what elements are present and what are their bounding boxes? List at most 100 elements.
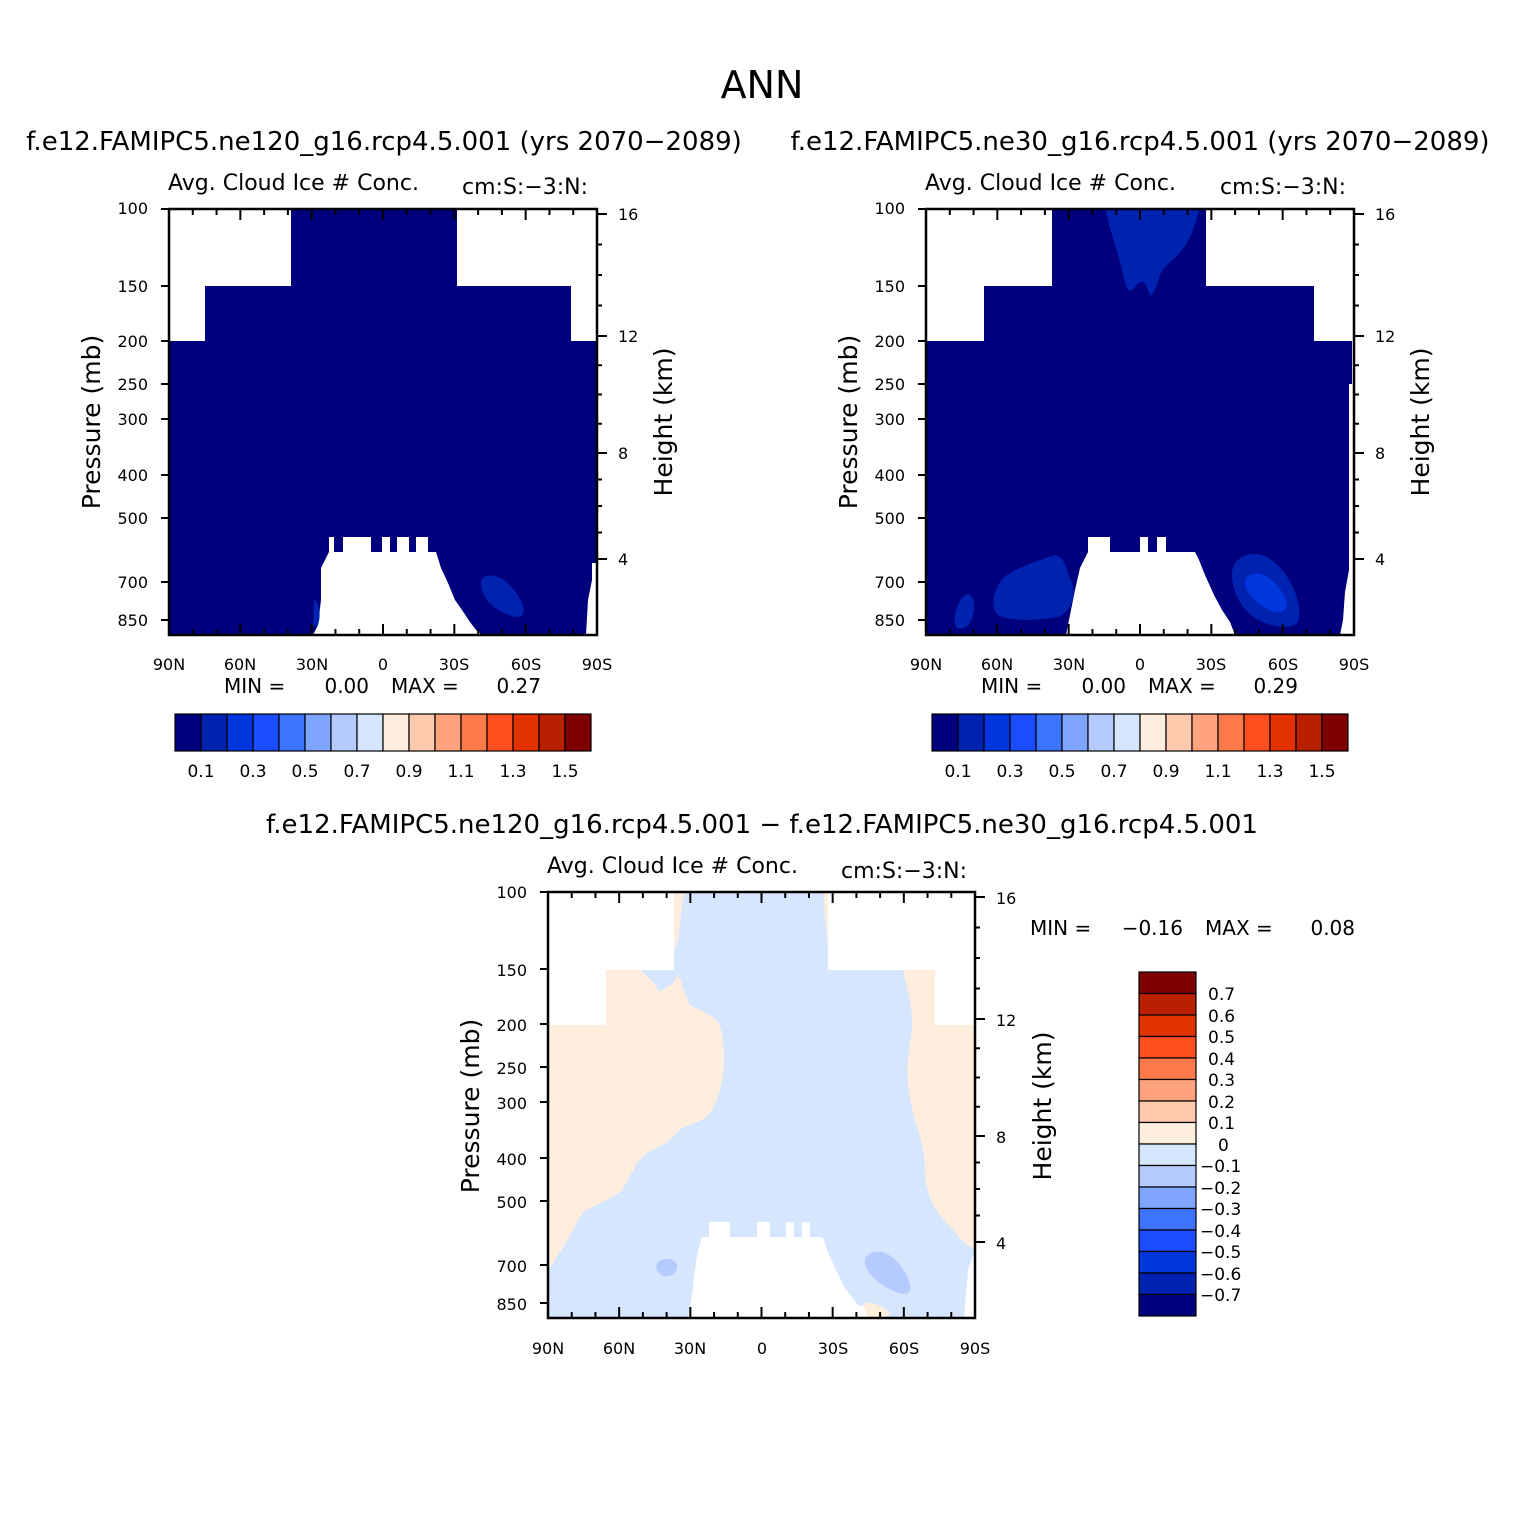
diff-field-positive-top-strip	[824, 892, 828, 945]
max-label: MAX =	[391, 674, 459, 698]
panel-diff-units: cm:S:−3:N:	[841, 859, 967, 884]
ne30-field-blob-45n	[993, 555, 1074, 620]
max-value: 0.29	[1253, 674, 1298, 698]
colorbar-swatch	[1217, 713, 1245, 752]
panel-ne30-variable-title: Avg. Cloud Ice # Conc.	[925, 171, 1176, 196]
panel-diff: f.e12.FAMIPC5.ne120_g16.rcp4.5.001 − f.e…	[266, 810, 1355, 1358]
min-label: MIN =	[1030, 916, 1091, 940]
x-tick-label: 60N	[224, 655, 256, 674]
y-tick-label: 500	[117, 509, 148, 528]
main-title: ANN	[721, 63, 804, 107]
panel-ne30: f.e12.FAMIPC5.ne30_g16.rcp4.5.001 (yrs 2…	[790, 127, 1489, 782]
y-tick-label: 250	[496, 1059, 527, 1078]
panel-ne30-field	[926, 209, 1352, 635]
diff-field-positive-right	[903, 970, 975, 1250]
colorbar-swatch	[460, 713, 488, 752]
colorbar-swatch	[1138, 971, 1197, 995]
panel-ne30-colorbar-labels: 0.1 0.3 0.5 0.7 0.9 1.1 1.3 1.5	[944, 762, 1335, 782]
y-right-tick-label: 4	[1375, 550, 1385, 569]
colorbar-swatch	[1138, 1250, 1197, 1274]
colorbar-swatch	[957, 713, 985, 752]
colorbar-label: 0.9	[1152, 762, 1179, 782]
colorbar-label: 0.3	[1208, 1071, 1235, 1091]
colorbar-swatch	[486, 713, 514, 752]
x-tick-label: 60N	[981, 655, 1013, 674]
colorbar-swatch	[1138, 1207, 1197, 1231]
colorbar-label: 0.5	[1208, 1028, 1235, 1048]
colorbar-swatch	[1138, 1057, 1197, 1081]
colorbar-swatch	[1035, 713, 1063, 752]
panel-ne30-ticks	[918, 208, 1364, 635]
x-tick-label: 0	[757, 1339, 767, 1358]
colorbar-swatch	[1009, 713, 1037, 752]
y-right-tick-label: 4	[618, 550, 628, 569]
panel-ne30-stats: MIN = 0.00 MAX = 0.29	[981, 674, 1298, 698]
x-tick-label: 90S	[582, 655, 613, 674]
min-label: MIN =	[981, 674, 1042, 698]
y-tick-label: 400	[496, 1150, 527, 1169]
max-label: MAX =	[1205, 916, 1273, 940]
diff-field-positive-top-left-strip	[674, 892, 685, 950]
colorbar-swatch	[434, 713, 462, 752]
panel-diff-y-tick-labels: 100 150 200 250 300 400 500 700 850	[496, 883, 527, 1314]
x-tick-label: 30N	[296, 655, 328, 674]
y-tick-label: 700	[874, 573, 905, 592]
colorbar-label: 0	[1218, 1136, 1229, 1156]
colorbar-swatch	[1138, 1121, 1197, 1145]
colorbar-swatch	[1139, 713, 1167, 752]
colorbar-swatch	[538, 713, 566, 752]
colorbar-label: 1.1	[1204, 762, 1231, 782]
min-value: −0.16	[1122, 916, 1183, 940]
colorbar-label: −0.7	[1200, 1286, 1241, 1306]
panel-ne120-ticks	[161, 208, 607, 635]
y-tick-label: 300	[117, 410, 148, 429]
colorbar-label: 0.7	[1100, 762, 1127, 782]
x-tick-label: 0	[378, 655, 388, 674]
colorbar-swatch	[330, 713, 358, 752]
panel-ne120-field	[169, 209, 597, 635]
colorbar-label: 1.5	[1308, 762, 1335, 782]
colorbar-label: 0.2	[1208, 1093, 1235, 1113]
panel-diff-variable-title: Avg. Cloud Ice # Conc.	[547, 854, 798, 879]
diff-field-blob-40n	[656, 1258, 678, 1277]
colorbar-label: −0.2	[1200, 1179, 1241, 1199]
y-right-tick-label: 16	[996, 889, 1016, 908]
panel-ne120-ylabel: Pressure (mb)	[77, 335, 106, 509]
colorbar-swatch	[382, 713, 410, 752]
x-tick-label: 60S	[889, 1339, 920, 1358]
y-right-tick-label: 16	[618, 205, 638, 224]
x-tick-label: 30N	[1053, 655, 1085, 674]
y-tick-label: 700	[117, 573, 148, 592]
panel-ne120-stats: MIN = 0.00 MAX = 0.27	[224, 674, 541, 698]
colorbar-label: −0.5	[1200, 1243, 1241, 1263]
colorbar-label: 0.1	[944, 762, 971, 782]
colorbar-label: −0.3	[1200, 1200, 1241, 1220]
panel-ne120-y-right-tick-labels: 16 12 8 4	[618, 205, 638, 569]
colorbar-swatch	[1138, 1164, 1197, 1188]
ne120-field-blob-40n	[313, 600, 320, 626]
colorbar-swatch	[252, 713, 280, 752]
colorbar-label: 0.4	[1208, 1050, 1235, 1070]
x-tick-label: 30S	[439, 655, 470, 674]
colorbar-swatch	[1138, 1143, 1197, 1167]
colorbar-swatch	[1138, 1229, 1197, 1253]
y-tick-label: 850	[874, 611, 905, 630]
y-right-tick-label: 4	[996, 1234, 1006, 1253]
x-tick-label: 60S	[1268, 655, 1299, 674]
panel-diff-case-title: f.e12.FAMIPC5.ne120_g16.rcp4.5.001 − f.e…	[266, 810, 1258, 840]
panel-diff-field	[548, 892, 975, 1318]
panel-ne120-case-title: f.e12.FAMIPC5.ne120_g16.rcp4.5.001 (yrs …	[26, 127, 742, 157]
colorbar-label: 0.7	[1208, 985, 1235, 1005]
y-tick-label: 500	[496, 1193, 527, 1212]
panel-diff-ticks	[540, 891, 985, 1318]
colorbar-swatch	[304, 713, 332, 752]
colorbar-swatch	[1269, 713, 1297, 752]
y-tick-label: 200	[874, 332, 905, 351]
y-tick-label: 850	[496, 1295, 527, 1314]
colorbar-swatch	[174, 713, 202, 752]
x-tick-label: 90N	[910, 655, 942, 674]
colorbar-swatch	[356, 713, 384, 752]
colorbar-label: 0.5	[291, 762, 318, 782]
colorbar-swatch	[1138, 1186, 1197, 1210]
